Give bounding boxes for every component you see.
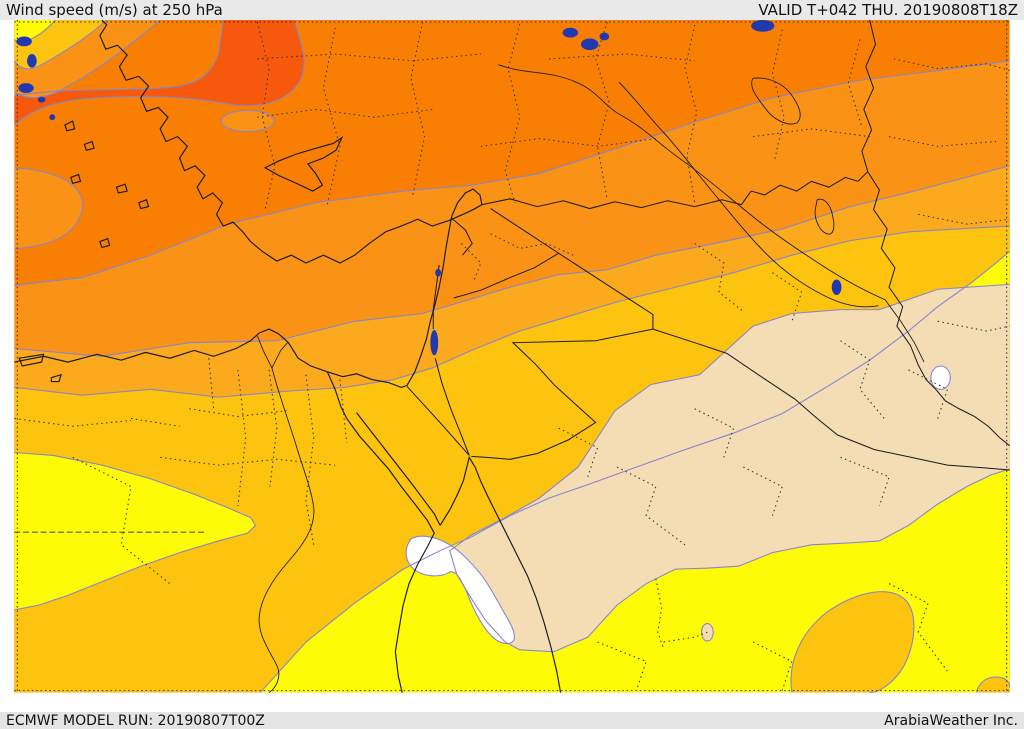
border-jordan-saudi-hiccup [471, 328, 654, 460]
gulf-of-aqaba-coast [439, 455, 490, 526]
border-iraq-iran [867, 171, 1010, 447]
lake-aegean-5 [49, 114, 56, 121]
wind-band-orange-oval [221, 110, 274, 132]
lake-southeast-turkey-1 [562, 27, 579, 38]
gold-blob-corner [976, 677, 1010, 693]
valid-time-label: VALID T+042 THU. 20190808T18Z [758, 0, 1018, 19]
border-turkey-iran [861, 20, 877, 172]
lake-urmia-outline [751, 77, 801, 125]
lake-southeast-turkey-3 [599, 32, 610, 41]
lake-van [751, 20, 775, 32]
lake-aegean-3 [18, 83, 34, 93]
coastlines [14, 20, 562, 693]
lake-tharthar-outline [814, 198, 835, 235]
arabian-red-sea-coast [488, 497, 562, 693]
wind-speed-map [13, 20, 1011, 694]
wind-band-beige-blob [449, 284, 1010, 652]
aegean-islands [18, 120, 150, 383]
wind-band-fills [14, 20, 1010, 693]
yellow-tongue-left [14, 452, 256, 610]
sinai-west-coast [356, 412, 441, 526]
dead-sea [430, 330, 439, 356]
graticule-lines [14, 20, 1010, 693]
border-turkey-iraq [740, 171, 869, 205]
lake-southeast-turkey-2 [581, 38, 599, 51]
shatt-al-arab-river [884, 299, 925, 363]
border-lebanon-syria [451, 217, 473, 256]
border-syria-iraq-saudi-diagonal [490, 208, 1010, 471]
gulf-of-suez-african-coast [346, 418, 435, 693]
lake-aegean-4 [37, 96, 46, 103]
border-israel-egypt [406, 386, 470, 456]
wind-band-white-blob [406, 536, 515, 644]
header-bar: Wind speed (m/s) at 250 hPa VALID T+042 … [0, 0, 1024, 20]
rivers [256, 64, 925, 693]
provider-credit: ArabiaWeather Inc. [884, 712, 1018, 729]
lake-iran [831, 279, 842, 296]
admin-boundaries-dotted [14, 21, 1010, 691]
suez-canal-line [326, 371, 348, 419]
euphrates-river [498, 64, 886, 301]
page-title: Wind speed (m/s) at 250 hPa [6, 0, 223, 19]
border-turkey-syria [481, 198, 742, 210]
mediterranean-coastline [14, 20, 483, 389]
sea-of-galilee [435, 268, 442, 277]
wind-map-canvas [0, 20, 1024, 712]
wind-band-red-orange-blob [14, 20, 304, 125]
cyprus-island [263, 135, 344, 192]
country-borders [406, 20, 1010, 471]
lakes [16, 20, 842, 356]
footer-bar: ECMWF MODEL RUN: 20190807T00Z ArabiaWeat… [0, 712, 1024, 729]
nile-river [256, 335, 315, 693]
model-run-label: ECMWF MODEL RUN: 20190807T00Z [6, 712, 265, 729]
border-syria-jordan [453, 252, 559, 299]
lake-aegean-2 [27, 54, 37, 68]
tigris-river [618, 81, 879, 308]
lake-aegean-1 [16, 36, 32, 47]
orange-tongue-left [14, 167, 83, 249]
contour-lines [13, 20, 1011, 694]
